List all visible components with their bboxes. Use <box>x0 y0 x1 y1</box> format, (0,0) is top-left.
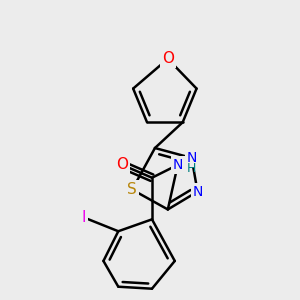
Text: O: O <box>162 51 174 66</box>
Text: N: N <box>186 151 197 165</box>
Text: O: O <box>116 158 128 172</box>
Text: N: N <box>192 184 203 199</box>
Text: N: N <box>172 158 183 172</box>
Text: I: I <box>81 210 86 225</box>
Text: S: S <box>127 182 137 197</box>
Text: H: H <box>187 162 196 175</box>
